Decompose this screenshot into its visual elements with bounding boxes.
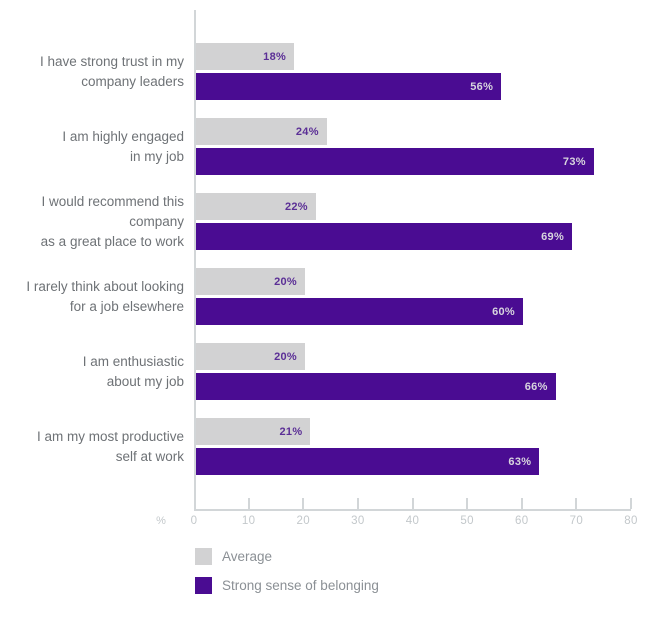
bar-average: 22% [196,193,316,220]
bar-group: 18% 56% [196,43,632,100]
bar-value-label: 24% [295,125,319,138]
category-label: I am highly engaged in my job [62,128,184,164]
bar-value-label: 20% [274,350,297,363]
legend-item: Average [195,548,379,565]
x-axis-tick-mark [356,498,359,509]
y-axis-line [194,10,196,511]
legend-label: Average [222,549,273,564]
category-label: I am enthusiastic about my job [82,353,184,389]
bar-strong-sense-of-belonging: 63% [196,448,540,475]
bar-average: 18% [196,43,295,70]
x-axis-tick-label: 10 [241,515,256,527]
x-axis-tick-label: 30 [351,515,365,527]
bar-value-label: 60% [492,305,515,318]
bar-strong-sense-of-belonging: 73% [196,148,594,175]
bar-value-label: 56% [470,80,494,93]
bar-strong-sense-of-belonging: 69% [196,223,573,250]
bar-group: 20% 60% [196,268,632,325]
legend: Average Strong sense of belonging [195,548,379,606]
bar-average: 21% [196,418,311,445]
bar-value-label: 63% [508,455,532,468]
category-label: I have strong trust in my company leader… [39,53,184,89]
bar-value-label: 22% [284,200,308,213]
chart-row: I rarely think about looking for a job e… [0,268,657,343]
x-axis-tick-label: 20 [296,515,310,527]
bar-group: 24% 73% [196,118,632,175]
category-label: I am my most productive self at work [36,428,184,464]
chart-row: I am highly engaged in my job 24% 73% [0,118,657,193]
bar-value-label: 69% [541,230,565,243]
x-axis-tick-label: 50 [460,515,474,527]
x-axis-tick-mark [411,498,414,509]
x-axis-tick-mark [466,498,469,509]
legend-label: Strong sense of belonging [222,578,379,593]
bar-group: 20% 66% [196,343,632,400]
x-axis-tick-label: 70 [569,515,584,527]
bar-value-label: 73% [562,155,586,168]
x-axis-tick-label: 80 [624,515,638,527]
category-label: I rarely think about looking for a job e… [26,278,184,314]
x-axis: 0 10 20 30 40 50 60 70 80 [191,498,637,527]
chart-row: I am enthusiastic about my job 20% 66% [0,343,657,418]
bar-strong-sense-of-belonging: 66% [196,373,556,400]
x-axis-tick-mark [520,498,523,509]
chart-row: I am my most productive self at work 21% 6… [0,418,657,493]
legend-item: Strong sense of belonging [195,577,379,594]
legend-swatch [195,577,212,594]
category-label: I would recommend this company as a grea… [40,193,184,249]
x-axis-tick-label: 40 [405,515,420,527]
bar-average: 24% [196,118,327,145]
x-axis-tick-label: 0 [190,515,198,527]
legend-swatch [195,548,212,565]
bar-strong-sense-of-belonging: 56% [196,73,502,100]
x-axis-tick-mark [247,498,250,509]
bar-value-label: 66% [524,380,548,393]
bar-value-label: 21% [279,425,303,438]
bar-value-label: 20% [274,275,297,288]
bar-group: 22% 69% [196,193,632,250]
x-axis-tick-mark [302,498,305,509]
bar-value-label: 18% [263,50,287,63]
x-axis-tick-mark [575,498,578,509]
bar-average: 20% [196,343,305,370]
x-axis-tick-label: 60 [515,515,529,527]
bar-average: 20% [196,268,305,295]
chart-rows: I have strong trust in my company leader… [0,43,657,493]
x-axis-tick-mark [630,498,632,509]
bar-group: 21% 63% [196,418,632,475]
bar-strong-sense-of-belonging: 60% [196,298,523,325]
chart-row: I have strong trust in my company leader… [0,43,657,118]
x-axis-unit-label: % [156,515,166,527]
chart-row: I would recommend this company as a grea… [0,193,657,268]
